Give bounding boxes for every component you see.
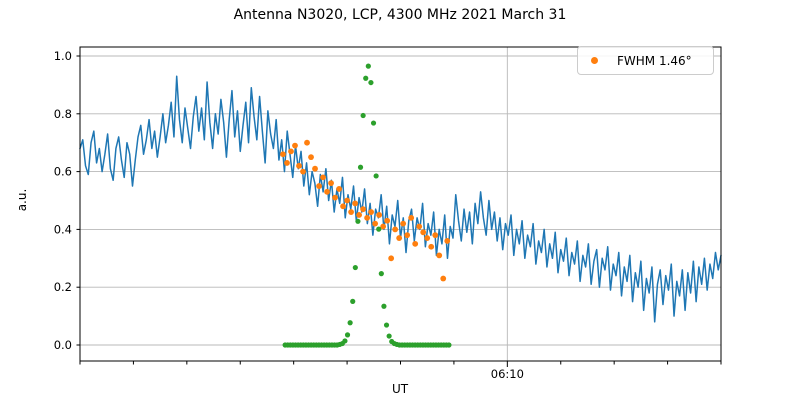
x-axis-label: UT — [391, 382, 409, 396]
y-tick-label: 0.2 — [54, 280, 72, 294]
data-point — [428, 243, 435, 250]
data-point — [432, 232, 439, 239]
tick-labels: 0.0 0.2 0.4 0.6 0.8 1.0 06:10 — [54, 49, 524, 381]
data-point — [400, 220, 407, 227]
data-series — [79, 63, 722, 348]
data-point — [312, 165, 318, 172]
data-point — [342, 338, 348, 344]
y-tick-label: 0.8 — [54, 107, 72, 121]
data-point — [288, 148, 294, 155]
data-point — [388, 255, 395, 262]
data-point — [344, 197, 350, 204]
axes-spines-ticks — [76, 46, 722, 367]
data-point — [280, 151, 286, 158]
data-point — [292, 142, 298, 149]
data-point — [386, 333, 392, 339]
series-fit-points — [280, 139, 451, 282]
data-point — [308, 154, 314, 161]
y-tick-label: 1.0 — [54, 49, 72, 63]
data-point — [404, 232, 411, 239]
data-point — [363, 75, 369, 81]
data-point — [352, 200, 358, 207]
legend-marker-icon — [591, 57, 598, 64]
data-point — [444, 238, 451, 244]
data-point — [378, 271, 384, 277]
data-point — [436, 252, 443, 259]
data-point — [296, 162, 302, 169]
y-tick-label: 0.6 — [54, 165, 72, 179]
series-beam-gaussian — [282, 63, 452, 348]
data-point — [381, 303, 387, 309]
data-point — [380, 223, 387, 230]
data-point — [320, 174, 326, 181]
data-point — [384, 217, 391, 224]
data-point — [348, 209, 354, 215]
data-point — [360, 112, 366, 119]
data-point — [408, 214, 415, 221]
legend-label: FWHM 1.46° — [617, 53, 692, 68]
data-point — [350, 298, 356, 304]
x-tick-label: 06:10 — [491, 367, 524, 381]
data-point — [328, 180, 334, 187]
data-point — [383, 322, 390, 328]
data-point — [365, 63, 371, 69]
data-point — [392, 226, 399, 233]
data-point — [324, 188, 330, 195]
data-point — [424, 235, 431, 241]
data-point — [373, 173, 379, 179]
y-axis-label: a.u. — [15, 188, 29, 212]
data-point — [300, 168, 306, 175]
legend: FWHM 1.46° — [577, 46, 714, 75]
chart-title: Antenna N3020, LCP, 4300 MHz 2021 March … — [233, 7, 567, 23]
data-point — [304, 139, 310, 146]
series-drift-scan-signal — [79, 75, 722, 323]
data-point — [420, 229, 427, 236]
data-point — [372, 220, 379, 227]
data-point — [376, 212, 383, 218]
data-point — [368, 79, 374, 86]
data-point — [340, 203, 346, 210]
data-point — [368, 209, 375, 215]
data-point — [360, 206, 367, 213]
data-point — [416, 223, 423, 230]
data-point — [284, 160, 290, 166]
data-point — [336, 186, 342, 192]
data-point — [412, 240, 419, 247]
data-point — [344, 332, 351, 338]
y-tick-label: 0.0 — [54, 338, 72, 352]
data-point — [355, 218, 361, 224]
data-point — [347, 320, 353, 326]
data-point — [376, 226, 382, 232]
data-point — [357, 164, 364, 170]
y-tick-label: 0.4 — [54, 222, 72, 236]
data-point — [446, 342, 452, 348]
data-point — [352, 264, 358, 271]
data-point — [364, 214, 371, 221]
data-point — [370, 120, 377, 126]
data-point — [396, 235, 403, 241]
data-point — [356, 212, 362, 218]
data-point — [440, 275, 447, 282]
data-point — [332, 194, 338, 201]
data-point — [316, 183, 322, 189]
